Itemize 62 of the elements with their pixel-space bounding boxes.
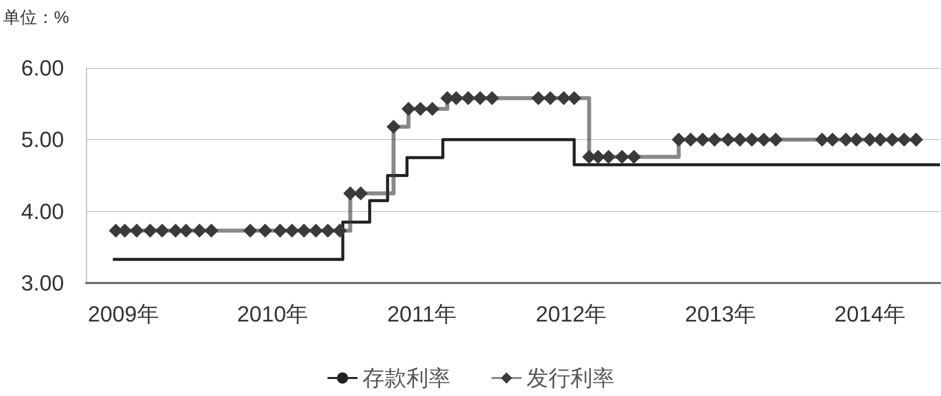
x-tick-label: 2010年 [237,302,308,326]
point [332,224,347,238]
point [155,224,170,238]
point [614,150,629,164]
x-tick-label: 2009年 [88,302,159,326]
point [243,224,258,238]
x-tick-label: 2013年 [685,302,756,326]
x-tick-label: 2014年 [834,302,906,326]
point [179,224,194,238]
y-tick-label: 5.00 [21,127,64,152]
point [143,224,158,238]
point [485,91,500,106]
point [756,132,771,147]
point [473,91,488,106]
point [273,224,288,238]
point [826,132,840,147]
y-tick-label: 4.00 [21,198,64,224]
x-tick-label: 2012年 [536,302,607,326]
point [873,132,888,147]
point [885,132,900,147]
point [320,224,335,238]
point [720,132,735,147]
point [684,132,698,147]
point [838,132,853,147]
point [672,132,686,147]
x-tick-label: 2011年 [387,302,457,326]
point [130,224,144,238]
point [744,132,759,147]
point [204,224,218,238]
point [386,120,401,134]
point [768,132,783,147]
point [556,91,571,106]
point [285,224,300,238]
point [567,91,582,106]
point [461,91,476,106]
point [862,132,877,147]
y-tick-label: 6.00 [21,56,64,80]
point [401,102,416,116]
point [354,186,368,200]
point [258,224,272,238]
point [732,132,747,147]
point [168,224,183,238]
point [425,102,440,116]
y-tick-label: 3.00 [21,270,64,296]
point [296,224,311,238]
point [897,132,912,147]
point [343,186,358,200]
point [413,102,428,116]
point [602,150,616,164]
point [308,224,323,238]
point [909,132,924,147]
point [543,91,558,106]
point [192,224,206,238]
point [531,91,546,106]
point [815,132,830,147]
point [696,132,710,147]
point [626,150,641,164]
point [849,132,864,147]
legend-label: 发行利率 [526,366,614,390]
legend-label: 存款利率 [362,366,450,390]
y-axis-title: 单位：% [3,8,70,27]
point [708,132,722,147]
